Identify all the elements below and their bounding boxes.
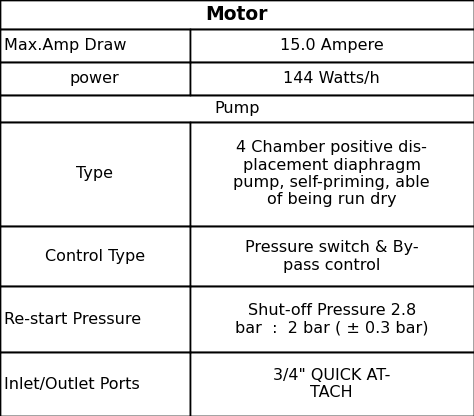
Text: Pump: Pump [214,101,260,116]
Text: Pressure switch & By-
pass control: Pressure switch & By- pass control [245,240,419,272]
Text: 3/4" QUICK AT-
TACH: 3/4" QUICK AT- TACH [273,368,391,400]
Bar [0,121,190,226]
Text: Re-start Pressure: Re-start Pressure [4,312,141,327]
Bar [190,121,474,226]
Text: Max.Amp Draw: Max.Amp Draw [4,38,127,53]
Text: Shut-off Pressure 2.8
bar  :  2 bar ( ± 0.3 bar): Shut-off Pressure 2.8 bar : 2 bar ( ± 0.… [235,303,428,336]
Text: power: power [70,71,119,86]
Bar [190,352,474,416]
Bar [0,62,190,95]
Bar [190,226,474,287]
Bar [0,226,190,287]
Bar [190,287,474,352]
Bar [0,287,190,352]
Text: Type: Type [76,166,113,181]
Text: Control Type: Control Type [45,249,145,264]
Bar [190,29,474,62]
Bar [0,352,190,416]
Text: 4 Chamber positive dis-
placement diaphragm
pump, self-priming, able
of being ru: 4 Chamber positive dis- placement diaphr… [234,140,430,208]
Bar [0,29,190,62]
Text: Inlet/Outlet Ports: Inlet/Outlet Ports [4,376,140,391]
Bar [190,62,474,95]
Text: 15.0 Ampere: 15.0 Ampere [280,38,383,53]
Text: Motor: Motor [206,5,268,24]
Text: 144 Watts/h: 144 Watts/h [283,71,380,86]
Bar [0,0,474,29]
Bar [0,95,474,121]
